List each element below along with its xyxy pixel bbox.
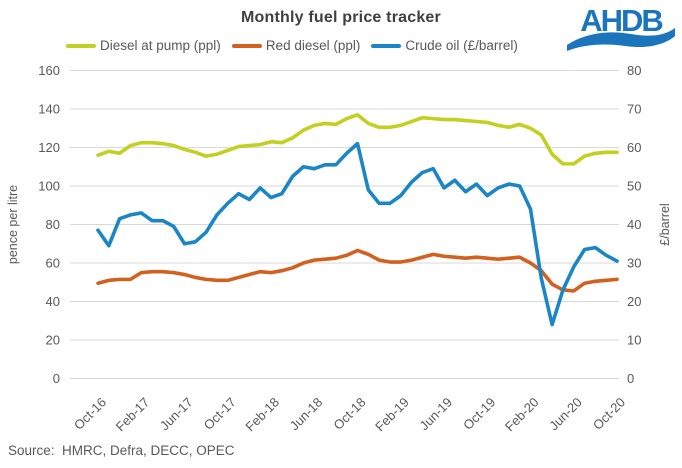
svg-text:Oct-18: Oct-18	[330, 395, 368, 433]
ahdb-logo: AHDB	[567, 3, 675, 51]
chart-legend: Diesel at pump (ppl) Red diesel (ppl) Cr…	[66, 38, 518, 53]
svg-text:Jun-17: Jun-17	[157, 395, 196, 434]
svg-text:20: 20	[627, 294, 641, 309]
legend-item-red-diesel: Red diesel (ppl)	[231, 38, 361, 53]
red-diesel-line-swatch-icon	[231, 43, 262, 48]
svg-text:Oct-16: Oct-16	[71, 395, 109, 433]
svg-text:Jun-18: Jun-18	[287, 395, 326, 434]
svg-text:Oct-17: Oct-17	[201, 395, 239, 433]
svg-text:Jun-20: Jun-20	[546, 395, 585, 434]
svg-text:70: 70	[627, 102, 641, 117]
source-note: Source: HMRC, Defra, DECC, OPEC	[8, 443, 235, 458]
svg-text:pence per litre: pence per litre	[6, 185, 20, 264]
svg-text:50: 50	[627, 179, 641, 194]
svg-text:Feb-20: Feb-20	[502, 395, 542, 435]
svg-text:60: 60	[627, 140, 641, 155]
svg-text:80: 80	[46, 217, 60, 232]
legend-item-crude-oil: Crude oil (£/barrel)	[371, 38, 518, 53]
page-title: Monthly fuel price tracker	[241, 9, 441, 26]
diesel-at-pump-line-swatch-icon	[66, 43, 96, 48]
svg-text:Oct-20: Oct-20	[590, 395, 628, 433]
svg-text:80: 80	[627, 63, 641, 78]
svg-text:Feb-17: Feb-17	[113, 395, 153, 435]
svg-text:Feb-18: Feb-18	[242, 395, 282, 435]
svg-text:0: 0	[627, 371, 634, 386]
svg-text:Jun-19: Jun-19	[416, 395, 455, 434]
ahdb-wave-icon	[567, 28, 675, 51]
crude-oil-line-swatch-icon	[371, 43, 402, 48]
svg-text:120: 120	[38, 140, 60, 155]
svg-text:40: 40	[627, 217, 641, 232]
svg-text:20: 20	[46, 333, 60, 348]
svg-text:140: 140	[38, 102, 60, 117]
ahdb-logo-text: AHDB	[580, 3, 662, 38]
legend-label: Crude oil (£/barrel)	[405, 38, 518, 53]
svg-text:30: 30	[627, 256, 641, 271]
svg-text:Feb-19: Feb-19	[372, 395, 412, 435]
svg-text:40: 40	[46, 294, 60, 309]
svg-text:£/barrel: £/barrel	[658, 203, 672, 245]
svg-text:160: 160	[38, 63, 60, 78]
svg-text:10: 10	[627, 333, 641, 348]
svg-text:60: 60	[46, 256, 60, 271]
svg-text:100: 100	[38, 179, 60, 194]
legend-label: Diesel at pump (ppl)	[100, 38, 221, 53]
svg-text:0: 0	[53, 371, 60, 386]
legend-label: Red diesel (ppl)	[265, 38, 361, 53]
svg-text:Oct-19: Oct-19	[460, 395, 498, 433]
legend-item-diesel-at-pump: Diesel at pump (ppl)	[66, 38, 221, 53]
